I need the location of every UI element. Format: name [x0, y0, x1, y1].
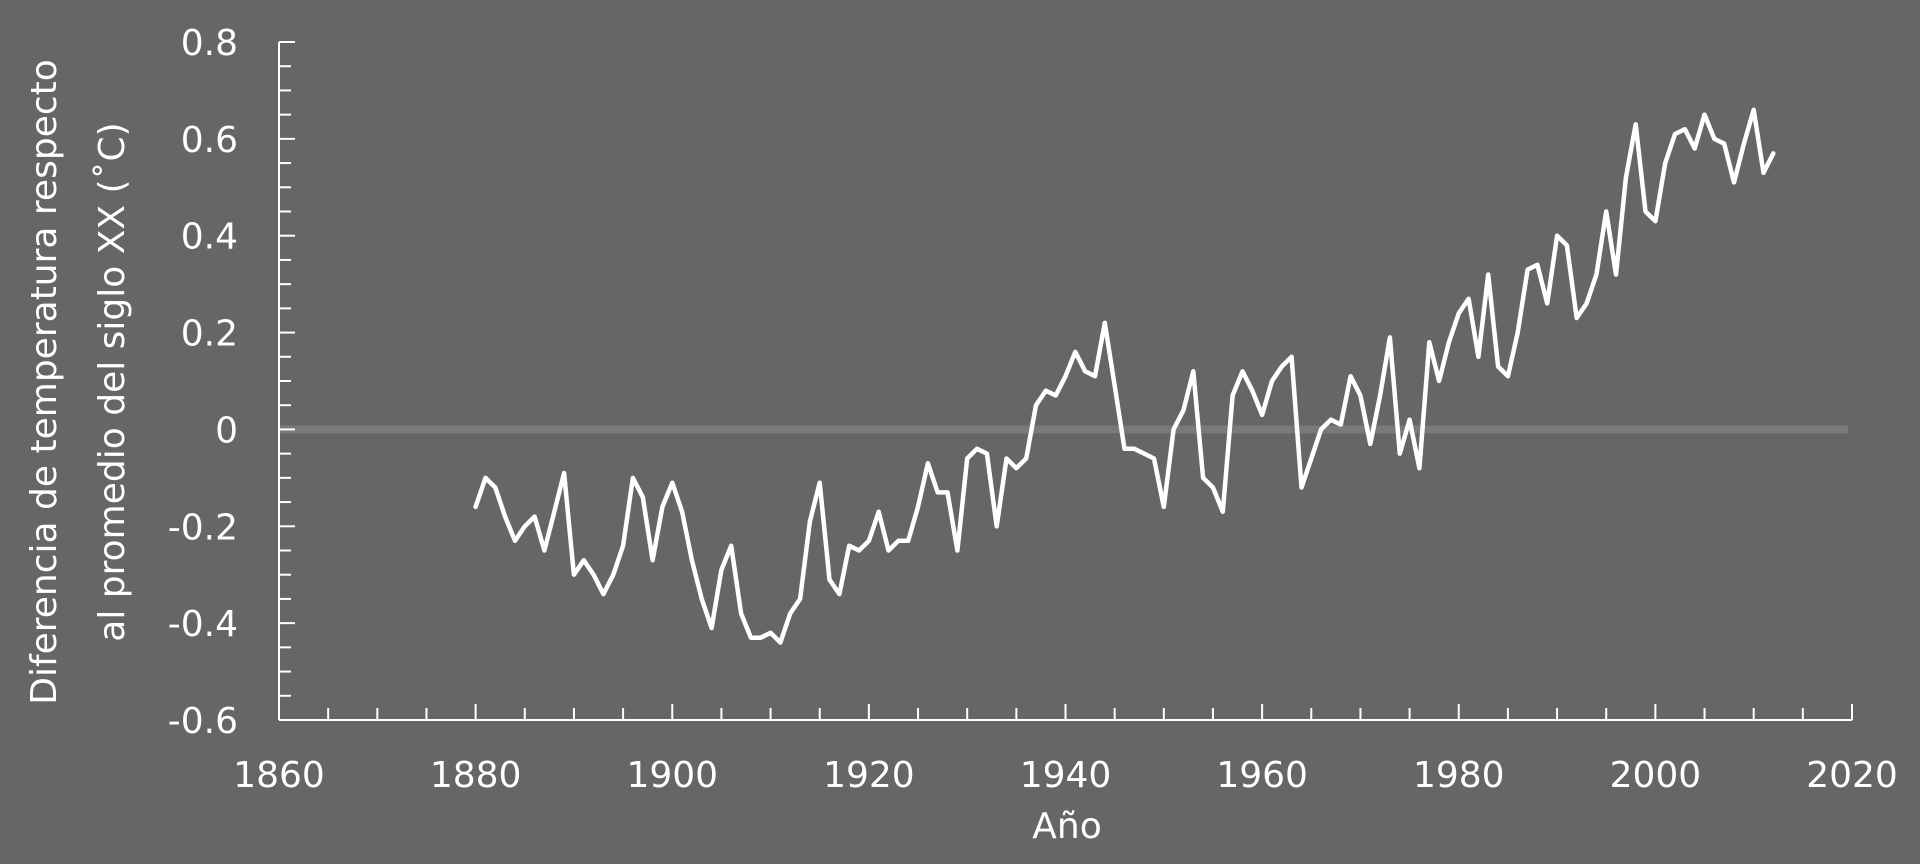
x-tick-label: 1880 — [430, 755, 522, 796]
x-tick-label: 2000 — [1610, 755, 1702, 796]
y-axis-title-line-2: al promedio del siglo XX (˚C) — [92, 122, 133, 641]
y-tick-label: 0.2 — [181, 314, 238, 355]
x-tick-label: 1860 — [233, 755, 325, 796]
y-tick-label: 0.6 — [181, 120, 238, 161]
y-tick-label: -0.2 — [168, 507, 238, 548]
x-tick-label: 1980 — [1413, 755, 1505, 796]
y-tick-label: -0.6 — [168, 701, 238, 742]
y-tick-label: 0.4 — [181, 217, 238, 258]
y-tick-label: 0 — [215, 410, 238, 451]
x-tick-label: 1940 — [1020, 755, 1112, 796]
x-tick-label: 1960 — [1216, 755, 1308, 796]
x-tick-label: 1900 — [626, 755, 718, 796]
temperature-anomaly-series-line — [473, 107, 1776, 645]
x-tick-label: 2020 — [1806, 755, 1898, 796]
y-tick-label: -0.4 — [168, 604, 238, 645]
y-tick-label: 0.8 — [181, 23, 238, 64]
x-tick-label: 1920 — [823, 755, 915, 796]
y-axis-title-line-1: Diferencia de temperatura respecto — [24, 59, 65, 705]
x-axis-title: Año — [1032, 806, 1101, 847]
